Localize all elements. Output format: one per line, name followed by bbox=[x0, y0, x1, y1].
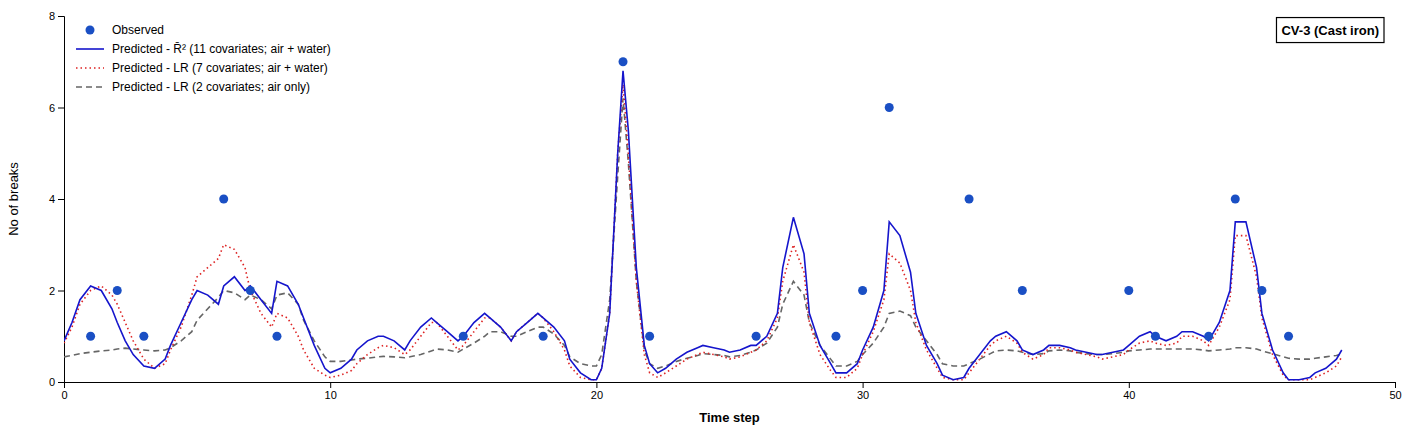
legend-symbol bbox=[76, 86, 104, 88]
x-tick-mark bbox=[1395, 382, 1396, 388]
chart: 0 10 20 30 40 50 0 2 4 6 8 Observed Predicted - R̄² … bbox=[0, 0, 1419, 434]
point bbox=[1124, 286, 1133, 295]
point bbox=[619, 57, 628, 66]
legend-item: Observed bbox=[86, 23, 165, 37]
x-tick-label: 50 bbox=[1389, 389, 1401, 401]
point bbox=[885, 103, 894, 112]
y-axis-line bbox=[58, 17, 65, 383]
x-tick-label: 30 bbox=[857, 389, 869, 401]
y-tick: 0 bbox=[49, 376, 64, 388]
legend-label: Predicted - R̄² (11 covariates; air + wa… bbox=[112, 42, 331, 56]
x-tick: 0 bbox=[61, 382, 67, 401]
x-tick-mark bbox=[330, 382, 331, 388]
plot-area: 0 10 20 30 40 50 0 2 4 6 8 Observed Predicted - R̄² … bbox=[49, 10, 1402, 401]
marks bbox=[64, 57, 1342, 379]
x-axis: 0 10 20 30 40 50 bbox=[61, 382, 1401, 401]
point bbox=[1018, 286, 1027, 295]
x-tick: 40 bbox=[1123, 382, 1135, 401]
point bbox=[459, 332, 468, 341]
annotation-box bbox=[1276, 18, 1384, 43]
line bbox=[64, 85, 1342, 380]
annotation-text: CV-3 (Cast iron) bbox=[1281, 23, 1379, 38]
point bbox=[219, 195, 228, 204]
x-axis-title: Time step bbox=[699, 410, 760, 425]
x-tick: 30 bbox=[857, 382, 869, 401]
legend-label: Predicted - LR (2 covariates; air only) bbox=[112, 80, 310, 94]
annotation: CV-3 (Cast iron) bbox=[1276, 18, 1384, 43]
y-tick: 2 bbox=[49, 285, 64, 297]
y-axis: 0 2 4 6 8 bbox=[49, 10, 65, 388]
legend-item: Predicted - LR (2 covariates; air only) bbox=[76, 80, 310, 94]
legend-symbol bbox=[76, 48, 104, 50]
legend-symbol bbox=[86, 26, 95, 35]
point bbox=[86, 332, 95, 341]
point bbox=[831, 332, 840, 341]
legend-label: Predicted - LR (7 covariates; air + wate… bbox=[112, 61, 328, 75]
y-tick: 6 bbox=[49, 102, 64, 114]
y-tick-mark bbox=[58, 108, 64, 109]
x-tick-mark bbox=[1129, 382, 1130, 388]
x-tick-label: 40 bbox=[1123, 389, 1135, 401]
point bbox=[1284, 332, 1293, 341]
point bbox=[645, 332, 654, 341]
point bbox=[1151, 332, 1160, 341]
point bbox=[1231, 195, 1240, 204]
point bbox=[858, 286, 867, 295]
y-axis-title: No of breaks bbox=[6, 162, 21, 236]
y-tick: 8 bbox=[49, 10, 64, 22]
x-tick: 10 bbox=[325, 382, 337, 401]
line bbox=[64, 71, 1342, 380]
point bbox=[1257, 286, 1266, 295]
point bbox=[272, 332, 281, 341]
x-tick-label: 10 bbox=[325, 389, 337, 401]
point bbox=[139, 332, 148, 341]
point bbox=[1204, 332, 1213, 341]
x-tick-mark bbox=[863, 382, 864, 388]
x-tick-label: 20 bbox=[591, 389, 603, 401]
y-tick-label: 2 bbox=[49, 285, 55, 297]
line bbox=[64, 98, 1342, 368]
y-tick-mark bbox=[58, 291, 64, 292]
y-tick-label: 4 bbox=[49, 193, 55, 205]
x-tick: 50 bbox=[1389, 382, 1401, 401]
point bbox=[113, 286, 122, 295]
y-tick-mark bbox=[58, 199, 64, 200]
legend-symbol bbox=[76, 67, 104, 69]
y-tick-mark bbox=[58, 382, 64, 383]
legend-item: Predicted - LR (7 covariates; air + wate… bbox=[76, 61, 328, 75]
legend-item: Predicted - R̄² (11 covariates; air + wa… bbox=[76, 42, 331, 56]
point bbox=[246, 286, 255, 295]
y-tick-label: 0 bbox=[49, 376, 55, 388]
point bbox=[752, 332, 761, 341]
legend: Observed Predicted - R̄² (11 covariates; … bbox=[76, 23, 331, 94]
y-tick-label: 8 bbox=[49, 10, 55, 22]
x-tick-mark bbox=[596, 382, 597, 388]
x-tick-label: 0 bbox=[61, 389, 67, 401]
point bbox=[965, 195, 974, 204]
legend-label: Observed bbox=[112, 23, 164, 37]
y-tick: 4 bbox=[49, 193, 64, 205]
y-tick-mark bbox=[58, 16, 64, 17]
x-tick: 20 bbox=[591, 382, 603, 401]
x-axis-line bbox=[65, 383, 1396, 389]
point bbox=[539, 332, 548, 341]
y-tick-label: 6 bbox=[49, 102, 55, 114]
